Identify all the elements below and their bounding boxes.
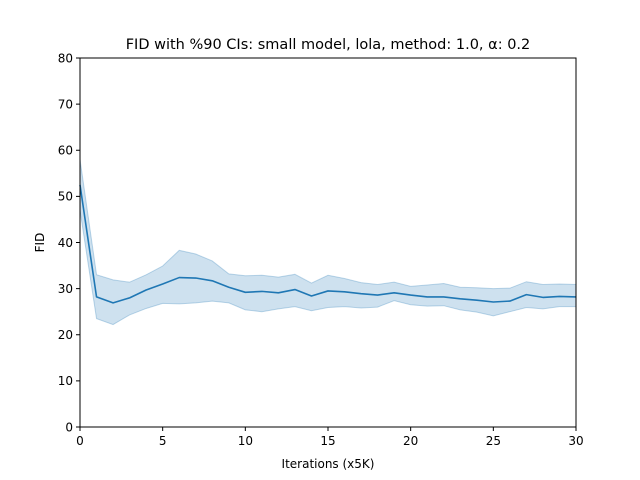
confidence-band xyxy=(79,159,577,326)
data-point-17 xyxy=(360,293,362,295)
y-tick-label-50: 50 xyxy=(58,190,73,204)
data-point-29 xyxy=(558,295,560,297)
y-tick-label-30: 30 xyxy=(58,282,73,296)
data-point-14 xyxy=(310,295,312,297)
y-tick-label-80: 80 xyxy=(58,51,73,65)
y-tick-label-0: 0 xyxy=(65,420,73,434)
y-tick-label-40: 40 xyxy=(58,236,73,250)
x-tick-label-25: 25 xyxy=(486,434,501,448)
data-point-27 xyxy=(525,293,527,295)
data-point-4 xyxy=(145,289,147,291)
data-point-21 xyxy=(426,296,428,298)
plot-frame xyxy=(79,57,577,428)
x-tick-label-30: 30 xyxy=(568,434,583,448)
data-point-8 xyxy=(211,280,213,282)
y-axis-label: FID xyxy=(33,233,47,253)
data-point-7 xyxy=(195,277,197,279)
x-tick-label-20: 20 xyxy=(403,434,418,448)
data-point-25 xyxy=(492,301,494,303)
data-point-3 xyxy=(128,297,130,299)
data-point-10 xyxy=(244,291,246,293)
x-tick-label-0: 0 xyxy=(76,434,84,448)
data-point-28 xyxy=(542,296,544,298)
x-axis-label: Iterations (x5K) xyxy=(282,457,375,471)
data-point-18 xyxy=(376,294,378,296)
data-point-6 xyxy=(178,276,180,278)
data-point-24 xyxy=(476,299,478,301)
y-tick-label-20: 20 xyxy=(58,328,73,342)
data-point-11 xyxy=(261,290,263,292)
data-point-12 xyxy=(277,292,279,294)
y-tick-label-10: 10 xyxy=(58,374,73,388)
data-point-2 xyxy=(112,302,114,304)
data-point-22 xyxy=(443,296,445,298)
y-tick-label-60: 60 xyxy=(58,144,73,158)
plot-area xyxy=(79,159,577,326)
x-axis: 0 5 10 15 20 25 30 xyxy=(76,427,584,448)
data-point-16 xyxy=(343,291,345,293)
y-axis: 0 10 20 30 40 50 60 70 80 xyxy=(58,51,80,434)
data-point-19 xyxy=(393,292,395,294)
data-point-9 xyxy=(228,286,230,288)
x-tick-label-10: 10 xyxy=(238,434,253,448)
x-tick-label-5: 5 xyxy=(159,434,167,448)
data-point-23 xyxy=(459,298,461,300)
fid-mean-line xyxy=(79,184,577,304)
x-tick-label-15: 15 xyxy=(320,434,335,448)
data-point-13 xyxy=(294,288,296,290)
data-point-15 xyxy=(327,290,329,292)
data-point-5 xyxy=(161,283,163,285)
y-tick-label-70: 70 xyxy=(58,97,73,111)
chart-title: FID with %90 CIs: small model, lola, met… xyxy=(126,37,531,53)
data-point-26 xyxy=(509,300,511,302)
data-point-1 xyxy=(95,296,97,298)
data-point-20 xyxy=(409,294,411,296)
